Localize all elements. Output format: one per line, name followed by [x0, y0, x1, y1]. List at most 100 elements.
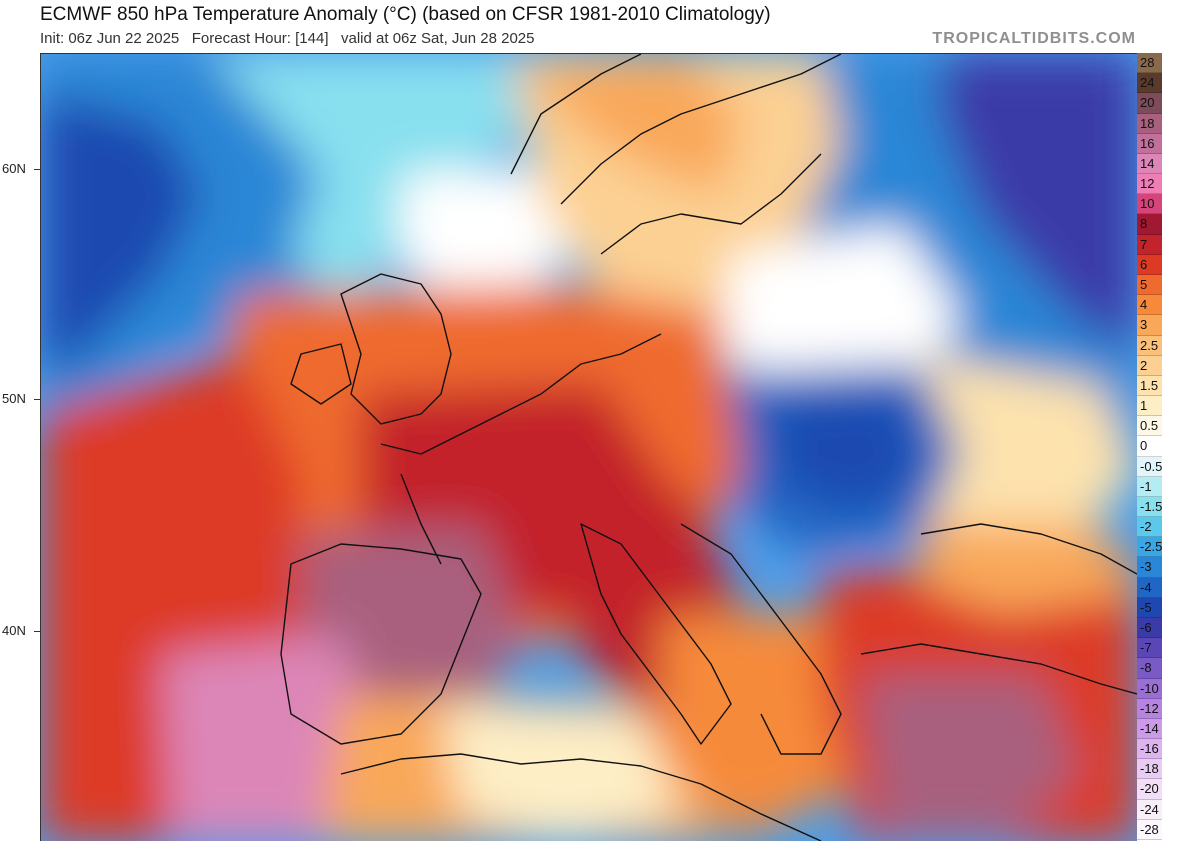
- colorbar-swatch: [1137, 496, 1162, 518]
- coast-western-europe: [380, 333, 662, 565]
- colorbar-swatch: [1137, 174, 1162, 195]
- map-title: ECMWF 850 hPa Temperature Anomaly (°C) (…: [40, 4, 771, 25]
- anomaly-colorbar: 28 24 20 18 16 14 12 10 8 7 6 5 4 3 2.5 2 1.5 1 0.5 0 -0.5 -1…: [1137, 53, 1200, 840]
- coast-iberia: [280, 543, 482, 745]
- colorbar-level: -10: [1137, 678, 1200, 699]
- latitude-label-40n: 40N: [2, 623, 26, 638]
- region-ukraine-warm: [901, 354, 1137, 534]
- colorbar-swatch: [1137, 819, 1162, 840]
- colorbar-swatch: [1137, 638, 1162, 659]
- colorbar-swatch: [1137, 678, 1162, 699]
- colorbar-level: 14: [1137, 153, 1200, 175]
- region-morocco-hot: [161, 634, 381, 841]
- colorbar-swatch: [1137, 759, 1162, 780]
- colorbar-swatch: [1137, 739, 1162, 760]
- region-atlantic-deep-cold: [41, 94, 201, 374]
- colorbar-swatch: [1137, 799, 1162, 820]
- colorbar-level: 6: [1137, 254, 1200, 275]
- colorbar-level: -1.5: [1137, 496, 1200, 518]
- coast-scandinavia: [510, 54, 842, 255]
- colorbar-level: -2: [1137, 517, 1200, 538]
- region-norway-coast-warm: [521, 54, 741, 194]
- colorbar-swatch: [1137, 658, 1162, 679]
- colorbar-swatch: [1137, 517, 1162, 538]
- colorbar-swatch: [1137, 194, 1162, 215]
- region-atlantic-light-cold: [211, 54, 521, 304]
- colorbar-level: 3: [1137, 315, 1200, 336]
- colorbar-level: -5: [1137, 597, 1200, 619]
- colorbar-level: -0.5: [1137, 456, 1200, 477]
- colorbar-swatch: [1137, 335, 1162, 356]
- colorbar-level: 16: [1137, 133, 1200, 154]
- colorbar-swatch: [1137, 234, 1162, 255]
- forecast-info: Init: 06z Jun 22 2025 Forecast Hour: [14…: [40, 30, 535, 47]
- colorbar-level: 2.5: [1137, 335, 1200, 356]
- colorbar-swatch: [1137, 436, 1162, 457]
- colorbar-level: 4: [1137, 295, 1200, 316]
- latitude-tick-40n: [34, 631, 40, 632]
- region-romania-deep-cold: [771, 394, 921, 514]
- colorbar-level: 5: [1137, 274, 1200, 296]
- colorbar-level: -24: [1137, 799, 1200, 820]
- colorbar-level: 0.5: [1137, 416, 1200, 437]
- colorbar-level: -18: [1137, 759, 1200, 780]
- colorbar-swatch: [1137, 577, 1162, 598]
- colorbar-level: 7: [1137, 234, 1200, 255]
- colorbar-level: -3: [1137, 557, 1200, 578]
- coast-italy: [580, 523, 732, 745]
- source-brand: TROPICALTIDBITS.COM: [932, 30, 1136, 47]
- colorbar-swatch: [1137, 315, 1162, 336]
- colorbar-level: -8: [1137, 658, 1200, 679]
- region-east-med-very-hot: [861, 674, 1081, 841]
- colorbar-level: -14: [1137, 718, 1200, 740]
- colorbar-swatch: [1137, 153, 1162, 175]
- colorbar-swatch: [1137, 73, 1162, 94]
- colorbar-level: 0: [1137, 436, 1200, 457]
- colorbar-level: -16: [1137, 739, 1200, 760]
- colorbar-level: -20: [1137, 779, 1200, 800]
- region-poland-neutral: [721, 224, 961, 394]
- colorbar-level: 28: [1137, 53, 1200, 74]
- colorbar-swatch: [1137, 476, 1162, 497]
- colorbar-swatch: [1137, 133, 1162, 154]
- colorbar-swatch: [1137, 254, 1162, 275]
- colorbar-swatch: [1137, 214, 1162, 235]
- latitude-label-60n: 60N: [2, 161, 26, 176]
- colorbar-swatch: [1137, 456, 1162, 477]
- colorbar-swatch: [1137, 113, 1162, 134]
- colorbar-level: 20: [1137, 93, 1200, 114]
- colorbar-swatch: [1137, 396, 1162, 417]
- colorbar-swatch: [1137, 295, 1162, 316]
- coast-black-sea: [920, 523, 1137, 575]
- colorbar-swatch: [1137, 537, 1162, 558]
- region-russia-deep-cold: [941, 54, 1137, 354]
- colorbar-level: 8: [1137, 214, 1200, 235]
- temperature-anomaly-map: [40, 53, 1137, 841]
- colorbar-swatch: [1137, 274, 1162, 296]
- colorbar-level: -28: [1137, 819, 1200, 840]
- colorbar-level: -12: [1137, 698, 1200, 719]
- colorbar-level: 2: [1137, 355, 1200, 376]
- anomaly-field: [41, 54, 1137, 841]
- region-sahara-neutral: [441, 704, 681, 841]
- colorbar-level: -2.5: [1137, 537, 1200, 558]
- coast-balkans-greece: [680, 523, 842, 755]
- colorbar-swatch: [1137, 779, 1162, 800]
- colorbar-level: 1.5: [1137, 375, 1200, 397]
- colorbar-level: 18: [1137, 113, 1200, 134]
- coast-turkey: [860, 643, 1137, 695]
- region-black-sea-warm: [921, 524, 1137, 614]
- colorbar-level: -4: [1137, 577, 1200, 598]
- coast-north-africa: [340, 753, 822, 841]
- colorbar-swatch: [1137, 718, 1162, 740]
- colorbar-swatch: [1137, 557, 1162, 578]
- colorbar-level: 1: [1137, 396, 1200, 417]
- colorbar-swatch: [1137, 597, 1162, 619]
- colorbar-level: 10: [1137, 194, 1200, 215]
- colorbar-level: -7: [1137, 638, 1200, 659]
- colorbar-swatch: [1137, 53, 1162, 74]
- colorbar-level: 12: [1137, 174, 1200, 195]
- colorbar-swatch: [1137, 698, 1162, 719]
- latitude-tick-60n: [34, 169, 40, 170]
- colorbar-level: -1: [1137, 476, 1200, 497]
